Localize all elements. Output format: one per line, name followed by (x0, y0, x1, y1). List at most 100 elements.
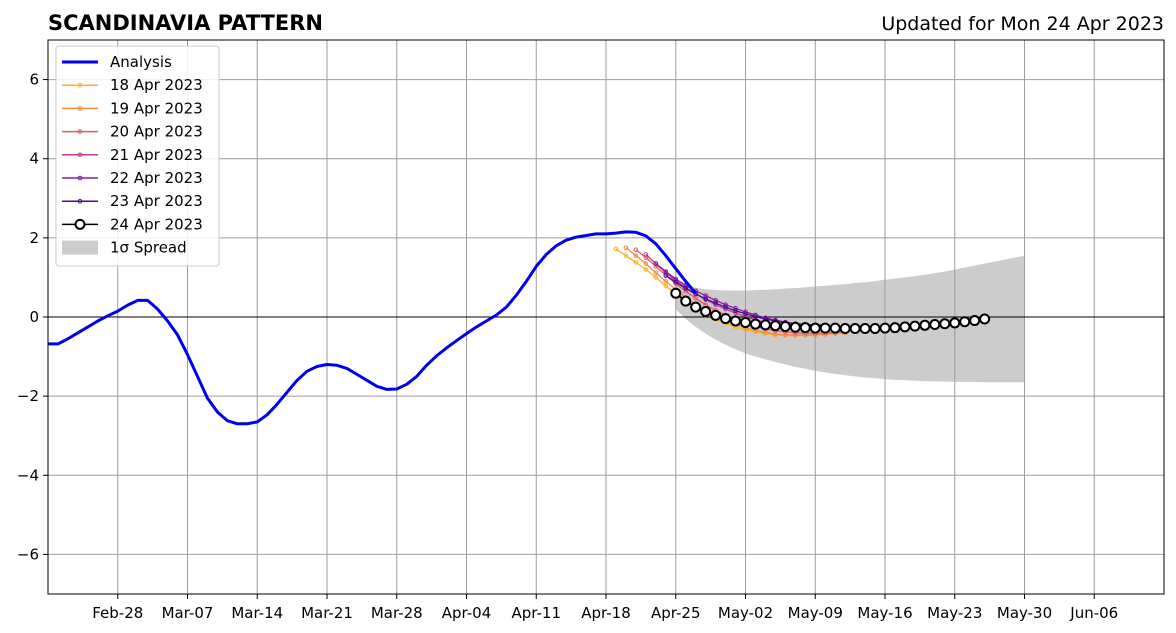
chart-title: SCANDINAVIA PATTERN (48, 11, 323, 35)
series-layer (48, 230, 991, 426)
legend-marker (77, 152, 83, 158)
legend-marker (77, 129, 83, 134)
forecast-point (653, 261, 659, 266)
forecast-point (753, 314, 758, 319)
legend-marker (77, 198, 83, 204)
legend-label: 19 Apr 2023 (110, 99, 203, 117)
legend-marker (77, 175, 83, 181)
legend-label: 21 Apr 2023 (110, 146, 203, 164)
forecast-point (633, 260, 639, 265)
grid-layer (48, 40, 1164, 594)
legend-label: 18 Apr 2023 (110, 76, 203, 94)
forecast-point (789, 321, 801, 333)
x-tick-label: Mar-07 (162, 604, 214, 622)
forecast-point (673, 279, 679, 285)
forecast-point (819, 322, 831, 334)
forecast-point (643, 252, 649, 257)
legend-label: Analysis (110, 53, 172, 71)
legend-label: 22 Apr 2023 (110, 169, 203, 187)
forecast-point (690, 301, 702, 313)
forecast-point (939, 318, 951, 330)
x-tick-label: May-09 (788, 604, 843, 622)
forecast-point (713, 298, 718, 303)
forecast-point (839, 322, 851, 334)
forecast-point (733, 308, 738, 313)
legend: Analysis 18 Apr 2023 19 Apr 2023 20 Apr 202… (55, 45, 220, 267)
forecast-point (740, 317, 751, 329)
spread-layer (675, 255, 1025, 383)
forecast-point (889, 322, 901, 334)
x-tick-label: May-30 (997, 604, 1052, 622)
x-tick-label: Apr-04 (442, 604, 492, 622)
x-tick-label: Mar-28 (371, 604, 423, 622)
x-tick-label: May-23 (927, 604, 982, 622)
x-tick-label: May-02 (718, 604, 773, 622)
y-tick-label: 2 (29, 229, 39, 247)
forecast-point (653, 264, 659, 269)
y-tick-label: 6 (29, 71, 39, 89)
forecast-point (769, 320, 781, 332)
legend-label: 23 Apr 2023 (110, 192, 203, 210)
y-tick-label: 4 (29, 150, 39, 168)
forecast-point (799, 322, 811, 334)
forecast-point (653, 270, 659, 275)
legend-label: 24 Apr 2023 (110, 215, 203, 233)
forecast-point (759, 319, 771, 331)
x-tick-label: Apr-11 (512, 604, 562, 622)
forecast-point (703, 296, 708, 302)
forecast-point (623, 253, 629, 258)
forecast-point (613, 246, 619, 252)
forecast-point (959, 316, 971, 328)
forecast-point (713, 300, 718, 306)
x-tick-label: Mar-14 (231, 604, 283, 622)
forecast-point (779, 320, 791, 332)
forecast-point (899, 321, 911, 333)
forecast-point (723, 304, 728, 310)
forecast-point (829, 322, 841, 334)
forecast-point (849, 322, 861, 334)
forecast-point (643, 261, 649, 266)
forecast-point (859, 322, 871, 334)
forecast-point (879, 322, 891, 334)
forecast-point (809, 322, 821, 334)
y-tick-label: −6 (17, 545, 39, 563)
forecast-point (663, 273, 669, 278)
forecast-point (693, 296, 698, 301)
forecast-point (663, 283, 669, 289)
forecast-point (869, 322, 881, 334)
spread-band (675, 255, 1025, 383)
legend-label: 1σ Spread (110, 239, 187, 257)
x-tick-label: Apr-18 (581, 604, 631, 622)
forecast-point (743, 311, 748, 317)
legend-marker (77, 106, 83, 111)
forecast-point (633, 247, 639, 253)
forecast-point (979, 313, 991, 325)
legend-marker (77, 82, 83, 88)
forecast-point (730, 315, 742, 327)
legend-swatch (62, 240, 98, 255)
y-tick-label: −4 (17, 466, 39, 484)
forecast-point (683, 286, 689, 291)
x-tick-label: Feb-28 (92, 604, 143, 622)
legend-label: 20 Apr 2023 (110, 123, 203, 141)
forecast-point (919, 319, 931, 331)
forecast-point (909, 320, 921, 332)
y-tick-label: 0 (29, 308, 39, 326)
forecast-point (969, 315, 981, 327)
forecast-point (783, 332, 788, 338)
legend-marker (74, 218, 86, 230)
x-tick-label: May-16 (857, 604, 912, 622)
y-tick-label: −2 (17, 387, 39, 405)
x-tick-label: Mar-21 (301, 604, 353, 622)
updated-label: Updated for Mon 24 Apr 2023 (881, 13, 1164, 35)
forecast-point (653, 275, 659, 280)
x-tick-label: Jun-06 (1069, 604, 1118, 622)
forecast-point (623, 245, 629, 251)
x-tick-label: Apr-25 (651, 604, 701, 622)
legend-box (55, 45, 220, 267)
forecast-point (949, 317, 961, 329)
analysis-line (48, 230, 697, 426)
forecast-point (680, 295, 692, 307)
forecast-point (670, 287, 682, 299)
